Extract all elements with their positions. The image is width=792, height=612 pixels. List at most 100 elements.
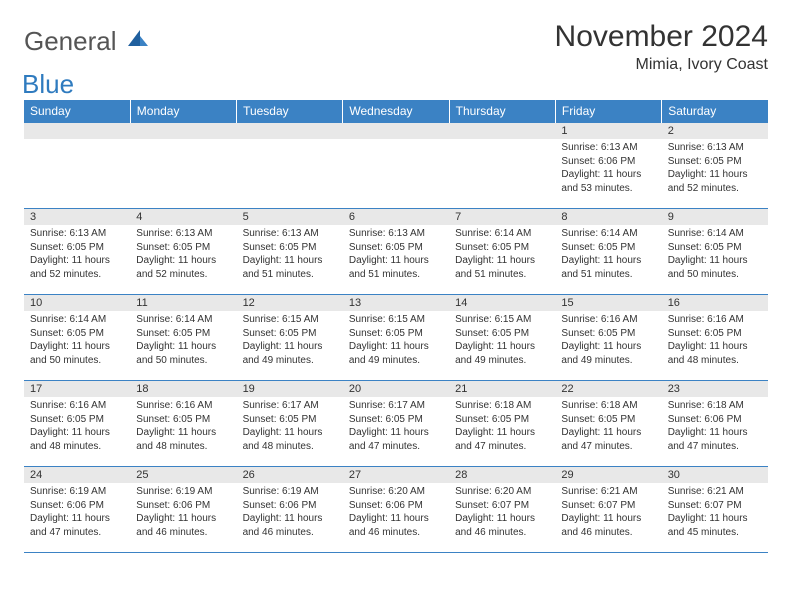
sunrise-text: Sunrise: 6:18 AM: [668, 399, 762, 413]
calendar-week-row: 24 Sunrise: 6:19 AM Sunset: 6:06 PM Dayligh…: [24, 467, 768, 553]
calendar-week-row: 1Sunrise: 6:13 AMSunset: 6:06 PMDaylight…: [24, 123, 768, 209]
calendar-cell: 13Sunrise: 6:15 AMSunset: 6:05 PMDayligh…: [343, 295, 449, 381]
day-details: Sunrise: 6:17 AMSunset: 6:05 PMDaylight:…: [237, 397, 343, 457]
calendar-cell: 26Sunrise: 6:19 AMSunset: 6:06 PMDayligh…: [237, 467, 343, 553]
day-details: Sunrise: 6:14 AMSunset: 6:05 PMDaylight:…: [24, 311, 130, 371]
day-details: Sunrise: 6:17 AMSunset: 6:05 PMDaylight:…: [343, 397, 449, 457]
day-header-thursday: Thursday: [449, 100, 555, 123]
sunset-text: Sunset: 6:05 PM: [30, 413, 124, 427]
sunrise-text: Sunrise: 6:18 AM: [455, 399, 549, 413]
sunrise-text: Sunrise: 6:13 AM: [136, 227, 230, 241]
sunrise-text: Sunrise: 6:16 AM: [136, 399, 230, 413]
sunset-text: Sunset: 6:05 PM: [455, 413, 549, 427]
calendar-cell: 4Sunrise: 6:13 AMSunset: 6:05 PMDaylight…: [130, 209, 236, 295]
sunset-text: Sunset: 6:05 PM: [455, 241, 549, 255]
sunset-text: Sunset: 6:07 PM: [455, 499, 549, 513]
sunset-text: Sunset: 6:05 PM: [668, 327, 762, 341]
calendar-cell: 8Sunrise: 6:14 AMSunset: 6:05 PMDaylight…: [555, 209, 661, 295]
day-number: 30: [662, 467, 768, 483]
logo-text-general: General: [24, 26, 117, 56]
sunset-text: Sunset: 6:06 PM: [243, 499, 337, 513]
location-label: Mimia, Ivory Coast: [555, 56, 768, 74]
sunrise-text: Sunrise: 6:13 AM: [243, 227, 337, 241]
sunrise-text: Sunrise: 6:14 AM: [136, 313, 230, 327]
sunrise-text: Sunrise: 6:20 AM: [349, 485, 443, 499]
calendar-cell: 7Sunrise: 6:14 AMSunset: 6:05 PMDaylight…: [449, 209, 555, 295]
daylight-text: Daylight: 11 hours and 47 minutes.: [561, 426, 655, 453]
header: General Blue November 2024 Mimia, Ivory …: [24, 20, 768, 88]
day-header-friday: Friday: [555, 100, 661, 123]
calendar-cell: 9Sunrise: 6:14 AMSunset: 6:05 PMDaylight…: [662, 209, 768, 295]
daylight-text: Daylight: 11 hours and 47 minutes.: [30, 512, 124, 539]
day-number: 3: [24, 209, 130, 225]
daylight-text: Daylight: 11 hours and 48 minutes.: [30, 426, 124, 453]
daylight-text: Daylight: 11 hours and 51 minutes.: [349, 254, 443, 281]
calendar-cell: 30Sunrise: 6:21 AMSunset: 6:07 PMDayligh…: [662, 467, 768, 553]
sunset-text: Sunset: 6:05 PM: [243, 327, 337, 341]
calendar-table: SundayMondayTuesdayWednesdayThursdayFrid…: [24, 100, 768, 553]
day-number-empty: [24, 123, 130, 139]
day-details: Sunrise: 6:21 AMSunset: 6:07 PMDaylight:…: [662, 483, 768, 543]
sunrise-text: Sunrise: 6:15 AM: [455, 313, 549, 327]
day-number-empty: [237, 123, 343, 139]
daylight-text: Daylight: 11 hours and 51 minutes.: [455, 254, 549, 281]
sunrise-text: Sunrise: 6:15 AM: [349, 313, 443, 327]
sunrise-text: Sunrise: 6:14 AM: [561, 227, 655, 241]
calendar-cell: [449, 123, 555, 209]
daylight-text: Daylight: 11 hours and 53 minutes.: [561, 168, 655, 195]
calendar-cell: 16Sunrise: 6:16 AMSunset: 6:05 PMDayligh…: [662, 295, 768, 381]
sunrise-text: Sunrise: 6:20 AM: [455, 485, 549, 499]
calendar-cell: 1Sunrise: 6:13 AMSunset: 6:06 PMDaylight…: [555, 123, 661, 209]
day-details: Sunrise: 6:14 AMSunset: 6:05 PMDaylight:…: [449, 225, 555, 285]
day-number-empty: [449, 123, 555, 139]
sunset-text: Sunset: 6:05 PM: [30, 241, 124, 255]
sunrise-text: Sunrise: 6:14 AM: [30, 313, 124, 327]
day-details: Sunrise: 6:15 AMSunset: 6:05 PMDaylight:…: [449, 311, 555, 371]
title-block: November 2024 Mimia, Ivory Coast: [555, 20, 768, 74]
sunrise-text: Sunrise: 6:13 AM: [349, 227, 443, 241]
calendar-cell: 12Sunrise: 6:15 AMSunset: 6:05 PMDayligh…: [237, 295, 343, 381]
day-number: 23: [662, 381, 768, 397]
daylight-text: Daylight: 11 hours and 51 minutes.: [243, 254, 337, 281]
daylight-text: Daylight: 11 hours and 52 minutes.: [668, 168, 762, 195]
day-details: Sunrise: 6:13 AMSunset: 6:06 PMDaylight:…: [555, 139, 661, 199]
day-number: 15: [555, 295, 661, 311]
day-header-monday: Monday: [130, 100, 236, 123]
calendar-cell: 20Sunrise: 6:17 AMSunset: 6:05 PMDayligh…: [343, 381, 449, 467]
calendar-cell: 25Sunrise: 6:19 AMSunset: 6:06 PMDayligh…: [130, 467, 236, 553]
day-number: 8: [555, 209, 661, 225]
sunset-text: Sunset: 6:07 PM: [561, 499, 655, 513]
logo: General Blue: [24, 26, 148, 88]
calendar-cell: 24Sunrise: 6:19 AMSunset: 6:06 PMDayligh…: [24, 467, 130, 553]
sunset-text: Sunset: 6:06 PM: [668, 413, 762, 427]
day-number: 24: [24, 467, 130, 483]
sunset-text: Sunset: 6:05 PM: [561, 327, 655, 341]
calendar-body: 1Sunrise: 6:13 AMSunset: 6:06 PMDaylight…: [24, 123, 768, 553]
calendar-cell: 14Sunrise: 6:15 AMSunset: 6:05 PMDayligh…: [449, 295, 555, 381]
sunset-text: Sunset: 6:06 PM: [349, 499, 443, 513]
day-number: 6: [343, 209, 449, 225]
day-number: 4: [130, 209, 236, 225]
day-details: Sunrise: 6:15 AMSunset: 6:05 PMDaylight:…: [237, 311, 343, 371]
daylight-text: Daylight: 11 hours and 47 minutes.: [668, 426, 762, 453]
daylight-text: Daylight: 11 hours and 49 minutes.: [243, 340, 337, 367]
day-details: Sunrise: 6:16 AMSunset: 6:05 PMDaylight:…: [130, 397, 236, 457]
sunset-text: Sunset: 6:05 PM: [243, 241, 337, 255]
calendar-cell: 27Sunrise: 6:20 AMSunset: 6:06 PMDayligh…: [343, 467, 449, 553]
daylight-text: Daylight: 11 hours and 45 minutes.: [668, 512, 762, 539]
day-details: Sunrise: 6:20 AMSunset: 6:06 PMDaylight:…: [343, 483, 449, 543]
day-details: Sunrise: 6:21 AMSunset: 6:07 PMDaylight:…: [555, 483, 661, 543]
calendar-cell: [24, 123, 130, 209]
sunset-text: Sunset: 6:05 PM: [349, 241, 443, 255]
day-details: Sunrise: 6:16 AMSunset: 6:05 PMDaylight:…: [24, 397, 130, 457]
daylight-text: Daylight: 11 hours and 50 minutes.: [30, 340, 124, 367]
calendar-cell: 6 Sunrise: 6:13 AMSunset: 6:05 PMDaylight…: [343, 209, 449, 295]
sunset-text: Sunset: 6:05 PM: [668, 155, 762, 169]
sunrise-text: Sunrise: 6:19 AM: [136, 485, 230, 499]
day-number: 26: [237, 467, 343, 483]
calendar-cell: 22Sunrise: 6:18 AMSunset: 6:05 PMDayligh…: [555, 381, 661, 467]
daylight-text: Daylight: 11 hours and 48 minutes.: [136, 426, 230, 453]
calendar-cell: 23 Sunrise: 6:18 AMSunset: 6:06 PMDayligh…: [662, 381, 768, 467]
day-details: Sunrise: 6:15 AMSunset: 6:05 PMDaylight:…: [343, 311, 449, 371]
daylight-text: Daylight: 11 hours and 48 minutes.: [668, 340, 762, 367]
